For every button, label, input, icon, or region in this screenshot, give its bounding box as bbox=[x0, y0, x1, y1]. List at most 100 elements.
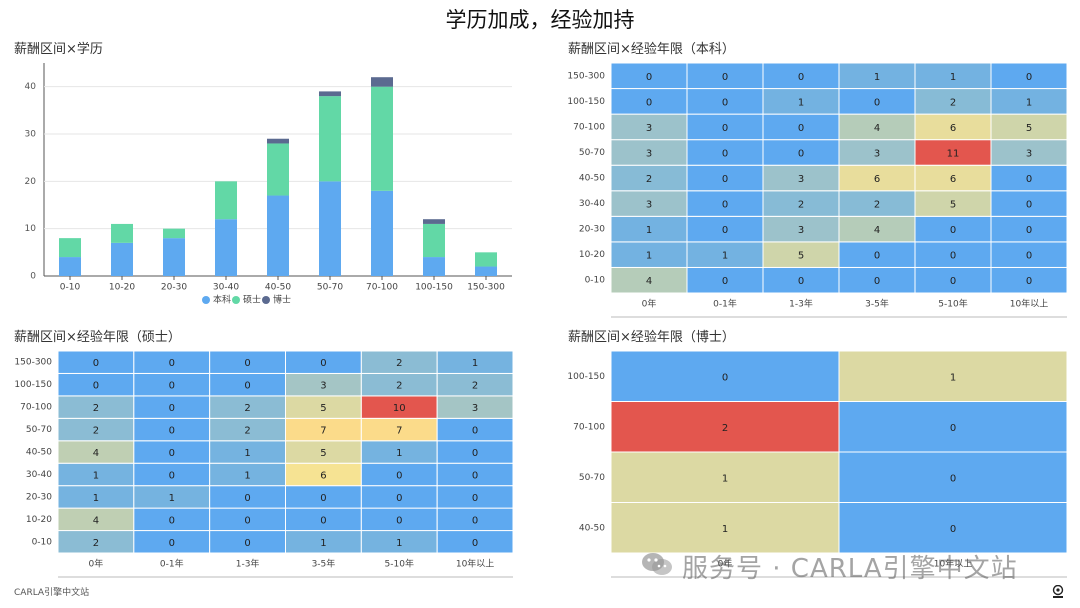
bar-x-tick-label: 150-300 bbox=[467, 283, 505, 293]
heatmap-master-x-tick-label: 1-3年 bbox=[236, 558, 260, 570]
heatmap-bachelor-cell-value: 0 bbox=[874, 97, 880, 108]
heatmap-bachelor-y-tick-label: 0-10 bbox=[585, 276, 606, 286]
heatmap-phd-y-tick-label: 100-150 bbox=[567, 372, 605, 382]
heatmap-bachelor-cell-value: 5 bbox=[950, 200, 956, 211]
bar-x-tick-label: 100-150 bbox=[415, 283, 453, 293]
heatmap-master-y-tick-label: 100-150 bbox=[14, 380, 52, 390]
bar-segment bbox=[475, 252, 497, 267]
heatmap-bachelor-cell bbox=[610, 241, 688, 268]
heatmap-master-cell-value: 4 bbox=[93, 448, 99, 459]
heatmap-phd-cell-value: 0 bbox=[950, 473, 956, 484]
bar-segment bbox=[423, 219, 445, 224]
heatmap-bachelor-cell-value: 0 bbox=[646, 97, 652, 108]
heatmap-bachelor-cell bbox=[990, 88, 1068, 115]
heatmap-bachelor-cell bbox=[838, 164, 916, 192]
heatmap-master-cell-value: 0 bbox=[169, 448, 175, 459]
heatmap-master-cell-value: 2 bbox=[93, 538, 99, 549]
heatmap-bachelor-cell bbox=[610, 266, 688, 294]
heatmap-bachelor-cell-value: 4 bbox=[646, 276, 652, 287]
heatmap-bachelor-cell-value: 5 bbox=[798, 251, 804, 262]
bar-segment bbox=[371, 190, 393, 276]
heatmap-bachelor-cell-value: 2 bbox=[950, 97, 956, 108]
heatmap-bachelor-cell-value: 6 bbox=[950, 174, 956, 185]
bar-segment bbox=[111, 223, 133, 243]
heatmap-bachelor-cell bbox=[686, 139, 764, 166]
bar-segment bbox=[423, 257, 445, 276]
bar-segment bbox=[423, 223, 445, 258]
bar-y-tick-label: 0 bbox=[30, 272, 36, 282]
heatmap-bachelor-cell-value: 3 bbox=[798, 174, 804, 185]
bar-x-tick-label: 0-10 bbox=[60, 283, 81, 293]
heatmap-master-cell-value: 0 bbox=[244, 538, 250, 549]
bar-x-tick-label: 50-70 bbox=[317, 283, 343, 293]
heatmap-phd-cell bbox=[610, 401, 840, 453]
heatmap-phd-cell-value: 0 bbox=[950, 524, 956, 535]
watermark-text: 服务号 · CARLA引擎中文站 bbox=[682, 554, 1018, 584]
bar-y-tick-label: 20 bbox=[25, 177, 37, 187]
heatmap-bachelor-cell bbox=[990, 113, 1068, 141]
bar-segment bbox=[163, 238, 185, 276]
heatmap-master-cell bbox=[436, 350, 514, 374]
heatmap-bachelor-cell bbox=[762, 62, 840, 90]
heatmap-master-cell-value: 6 bbox=[320, 470, 326, 481]
heatmap-master-cell-value: 0 bbox=[244, 381, 250, 392]
heatmap-bachelor-cell-value: 6 bbox=[874, 174, 880, 185]
heatmap-master-cell-value: 1 bbox=[244, 448, 250, 459]
heatmap-bachelor-cell-value: 0 bbox=[1026, 200, 1032, 211]
heatmap-master-cell-value: 1 bbox=[169, 493, 175, 504]
heatmap-master-cell-value: 0 bbox=[472, 470, 478, 481]
heatmap-master-cell-value: 1 bbox=[93, 470, 99, 481]
heatmap-master-cell-value: 0 bbox=[320, 515, 326, 526]
heatmap-bachelor-cell-value: 3 bbox=[646, 200, 652, 211]
wechat-icon bbox=[642, 553, 672, 575]
bar-y-tick-label: 40 bbox=[25, 82, 37, 92]
heatmap-bachelor-cell-value: 0 bbox=[798, 72, 804, 83]
heatmap-master-y-tick-label: 10-20 bbox=[26, 515, 52, 525]
heatmap-bachelor-cell bbox=[838, 241, 916, 268]
bar-segment bbox=[59, 257, 81, 276]
heatmap-master-cell-value: 3 bbox=[320, 381, 326, 392]
heatmap-bachelor-cell-value: 0 bbox=[798, 123, 804, 134]
heatmap-bachelor-x-tick-label: 10年以上 bbox=[1010, 298, 1048, 310]
heatmap-master-cell-value: 0 bbox=[93, 381, 99, 392]
heatmap-phd-y-tick-label: 40-50 bbox=[579, 523, 605, 533]
heatmap-master-cell-value: 10 bbox=[393, 403, 406, 414]
heatmap-bachelor-cell bbox=[914, 241, 992, 268]
heatmap-master-x-tick-label: 0年 bbox=[89, 558, 104, 570]
heatmap-master-cell-value: 0 bbox=[472, 448, 478, 459]
heatmap-bachelor-y-tick-label: 100-150 bbox=[567, 97, 605, 107]
heatmap-bachelor-cell-value: 1 bbox=[798, 97, 804, 108]
heatmap-master-y-tick-label: 40-50 bbox=[26, 448, 52, 458]
heatmap-bachelor-cell bbox=[838, 139, 916, 166]
bar-segment bbox=[319, 96, 341, 182]
heatmap-phd-cell bbox=[610, 502, 840, 554]
heatmap-bachelor-cell bbox=[686, 113, 764, 141]
heatmap-bachelor-x-tick-label: 1-3年 bbox=[789, 298, 813, 310]
legend-swatch bbox=[262, 296, 270, 304]
heatmap-bachelor-cell-value: 1 bbox=[950, 72, 956, 83]
heatmap-bachelor-cell-value: 0 bbox=[950, 251, 956, 262]
heatmap-master-cell-value: 2 bbox=[244, 403, 250, 414]
heatmap-master-cell-value: 2 bbox=[93, 426, 99, 437]
heatmap-phd-y-tick-label: 70-100 bbox=[573, 422, 605, 432]
heatmap-bachelor-cell bbox=[762, 190, 840, 217]
heatmap-bachelor-cell-value: 1 bbox=[1026, 97, 1032, 108]
bar-chart-title: 薪酬区间×学历 bbox=[14, 42, 103, 57]
heatmap-master-cell-value: 5 bbox=[320, 448, 326, 459]
heatmap-phd-cell bbox=[610, 451, 840, 503]
heatmap-master-cell-value: 0 bbox=[169, 403, 175, 414]
heatmap-master-cell-value: 1 bbox=[244, 470, 250, 481]
bar-segment bbox=[215, 181, 237, 220]
heatmap-master-cell-value: 4 bbox=[93, 515, 99, 526]
heatmap-bachelor-cell-value: 0 bbox=[722, 174, 728, 185]
heatmap-master-cell-value: 2 bbox=[244, 426, 250, 437]
bar-segment bbox=[215, 219, 237, 276]
heatmap-phd-cell-value: 0 bbox=[950, 423, 956, 434]
heatmap-bachelor-y-tick-label: 50-70 bbox=[579, 148, 605, 158]
heatmap-bachelor-cell bbox=[762, 139, 840, 166]
heatmap-master-cell-value: 0 bbox=[472, 493, 478, 504]
heatmap-master-cell-value: 2 bbox=[396, 358, 402, 369]
heatmap-master-cell-value: 0 bbox=[244, 358, 250, 369]
heatmap-bachelor-y-tick-label: 40-50 bbox=[579, 174, 605, 184]
legend-label: 本科 bbox=[213, 294, 231, 306]
